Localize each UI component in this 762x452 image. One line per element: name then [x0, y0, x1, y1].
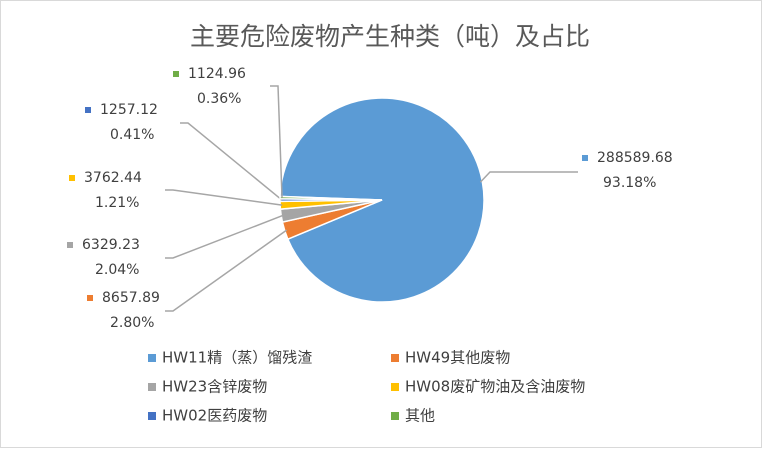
- leader-line: [165, 214, 284, 259]
- legend-label: 其他: [405, 407, 435, 425]
- legend-label: HW11精（蒸）馏残渣: [162, 349, 312, 367]
- legend-swatch: [391, 383, 399, 391]
- leader-line: [165, 189, 283, 206]
- legend-label: HW49其他废物: [405, 349, 510, 367]
- data-label: 1257.12: [100, 102, 158, 118]
- legend-swatch: [391, 412, 399, 420]
- leader-line: [479, 171, 578, 183]
- leader-line: [180, 122, 283, 201]
- leader-line: [165, 229, 288, 312]
- label-marker: [582, 155, 588, 161]
- percent-label: 2.04%: [95, 262, 139, 278]
- legend-label: HW23含锌废物: [162, 378, 267, 396]
- label-marker: [173, 71, 179, 77]
- label-marker: [67, 242, 73, 248]
- legend-swatch: [148, 383, 156, 391]
- chart-title: 主要危险废物产生种类（吨）及占比: [190, 22, 590, 51]
- pie-slice: [279, 195, 383, 201]
- data-label: 288589.68: [597, 150, 673, 166]
- label-marker: [69, 175, 75, 181]
- data-label: 1124.96: [188, 66, 246, 82]
- percent-label: 1.21%: [95, 195, 139, 211]
- legend-label: HW08废矿物油及含油废物: [405, 378, 585, 396]
- data-label: 3762.44: [84, 170, 142, 186]
- percent-label: 0.41%: [110, 127, 154, 143]
- label-marker: [85, 107, 91, 113]
- percent-label: 93.18%: [603, 175, 656, 191]
- percent-label: 2.80%: [110, 315, 154, 331]
- data-label: 6329.23: [82, 237, 140, 253]
- data-label: 8657.89: [102, 290, 160, 306]
- legend-swatch: [148, 412, 156, 420]
- legend-swatch: [148, 354, 156, 362]
- legend-swatch: [391, 354, 399, 362]
- leader-line: [270, 85, 283, 198]
- legend-label: HW02医药废物: [162, 407, 267, 425]
- label-marker: [87, 295, 93, 301]
- percent-label: 0.36%: [197, 91, 241, 107]
